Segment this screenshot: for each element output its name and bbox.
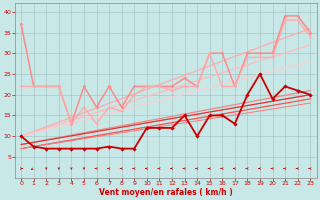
X-axis label: Vent moyen/en rafales ( km/h ): Vent moyen/en rafales ( km/h ) <box>99 188 233 197</box>
